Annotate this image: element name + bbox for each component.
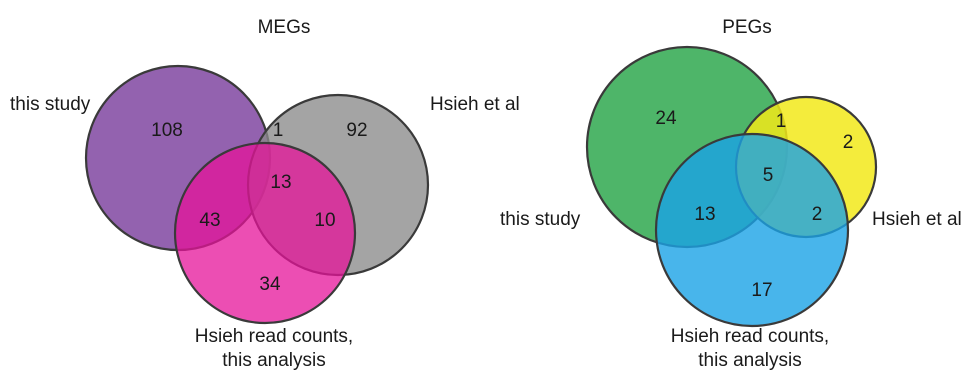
pegs-count-hsieh-only: 2 xyxy=(843,132,854,153)
megs-label-hsieh-et-al: Hsieh et al xyxy=(430,94,520,115)
pegs-count-hsieh-and-read-counts: 2 xyxy=(812,204,823,225)
megs-set-hsieh-read-counts-circle xyxy=(173,141,357,325)
megs-count-this-study-and-hsieh: 1 xyxy=(273,120,284,141)
pegs-count-all-three: 5 xyxy=(763,165,774,186)
pegs-title: PEGs xyxy=(722,17,772,38)
pegs-label-hsieh-et-al: Hsieh et al xyxy=(872,209,962,230)
megs-count-hsieh-and-read-counts: 10 xyxy=(314,210,335,231)
megs-count-read-counts-only: 34 xyxy=(259,274,281,295)
pegs-count-read-counts-only: 17 xyxy=(751,280,772,301)
pegs-count-this-study-and-hsieh: 1 xyxy=(776,111,787,132)
megs-count-this-study-and-read-counts: 43 xyxy=(199,210,220,231)
pegs-count-this-study-and-read-counts: 13 xyxy=(694,204,715,225)
megs-label-this-study: this study xyxy=(10,94,91,115)
megs-title: MEGs xyxy=(258,17,311,38)
megs-count-this-study-only: 108 xyxy=(151,120,183,141)
megs-venn-diagram: MEGs this study Hsieh et al Hsieh read c… xyxy=(10,17,520,371)
pegs-count-this-study-only: 24 xyxy=(655,108,677,129)
megs-label-hsieh-read-counts-line1: Hsieh read counts, xyxy=(195,326,353,347)
pegs-label-this-study: this study xyxy=(500,209,581,230)
megs-count-hsieh-only: 92 xyxy=(346,120,367,141)
pegs-set-hsieh-read-counts-circle xyxy=(654,132,850,328)
pegs-label-hsieh-read-counts-line1: Hsieh read counts, xyxy=(671,326,829,347)
megs-count-all-three: 13 xyxy=(270,172,291,193)
pegs-venn-diagram: PEGs this study Hsieh et al Hsieh read c… xyxy=(500,17,962,371)
megs-label-hsieh-read-counts-line2: this analysis xyxy=(222,350,326,371)
pegs-label-hsieh-read-counts-line2: this analysis xyxy=(698,350,802,371)
